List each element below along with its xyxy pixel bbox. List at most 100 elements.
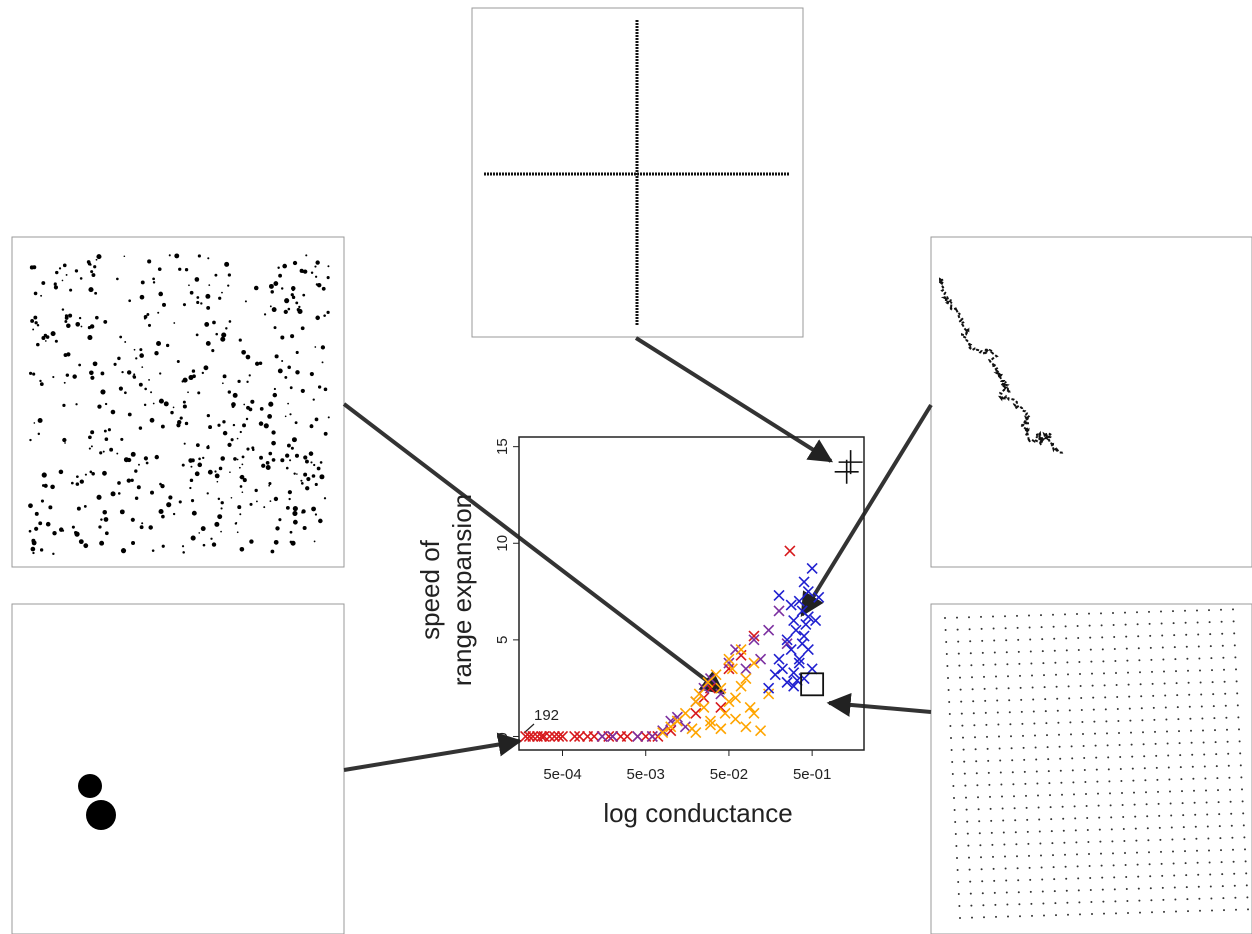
grid-dot: [1151, 670, 1153, 673]
grid-dot: [1175, 682, 1178, 685]
point: [723, 657, 735, 669]
patch: [124, 341, 127, 343]
grid-dot: [1118, 743, 1121, 746]
grid-dot: [1063, 841, 1066, 844]
grid-dot: [1215, 753, 1218, 756]
y-tick-label: 10: [494, 535, 511, 552]
point: [813, 591, 825, 603]
patch: [263, 423, 269, 429]
patch: [211, 349, 215, 353]
grid-dot: [1161, 634, 1164, 637]
grid-dot: [1150, 658, 1153, 661]
grid-dot: [982, 904, 985, 907]
grid-dot: [1125, 647, 1128, 650]
grid-dot: [1127, 911, 1129, 914]
grid-dot: [1007, 915, 1009, 918]
grid-dot: [1005, 879, 1008, 882]
patch: [290, 446, 294, 450]
grid-dot: [1176, 694, 1179, 697]
patch: [104, 402, 108, 406]
grid-dot: [1013, 807, 1016, 810]
patch: [287, 402, 290, 405]
point: [744, 701, 756, 714]
patch: [295, 301, 299, 305]
grid-dot: [1100, 624, 1103, 627]
grid-dot: [1100, 612, 1102, 615]
point: [735, 643, 747, 656]
grid-dot: [1164, 706, 1167, 709]
patch: [189, 290, 194, 295]
patch: [236, 531, 239, 534]
patch: [28, 529, 32, 533]
grid-dot: [969, 880, 972, 883]
grid-dot: [1029, 650, 1032, 653]
patch: [132, 375, 135, 378]
plot-frame: [518, 436, 865, 751]
patch: [274, 354, 279, 359]
patch: [201, 371, 204, 375]
patch: [246, 380, 249, 383]
patch: [268, 482, 272, 486]
patch: [151, 549, 155, 552]
grid-dot: [944, 629, 947, 631]
grid-dot: [1065, 649, 1068, 652]
grid-dot: [1066, 661, 1069, 664]
grid-dot: [1149, 887, 1152, 890]
patch: [182, 551, 185, 554]
grid-dot: [953, 797, 955, 799]
grid-dot: [960, 712, 963, 715]
patch: [76, 506, 81, 511]
patch: [259, 407, 264, 411]
grid-dot: [1218, 825, 1221, 828]
patch: [110, 491, 116, 497]
patch: [119, 335, 123, 339]
grid-dot: [1008, 699, 1011, 702]
grid-dot: [1181, 790, 1183, 793]
grid-dot: [1004, 867, 1007, 870]
patch: [152, 402, 155, 405]
patch: [188, 284, 190, 287]
patch: [188, 375, 194, 381]
patch: [304, 459, 309, 464]
patch: [320, 345, 326, 350]
grid-dot: [1160, 622, 1163, 625]
grid-dot: [981, 892, 984, 895]
grid-dot: [960, 700, 963, 703]
grid-dot: [983, 916, 985, 919]
grid-dot: [966, 820, 969, 823]
grid-dot: [967, 844, 970, 847]
patch: [202, 456, 205, 460]
y-tick-label: 15: [494, 438, 511, 455]
grid-dot: [1053, 878, 1056, 881]
patch: [246, 447, 250, 451]
grid-dot: [994, 903, 997, 906]
grid-dot: [1016, 626, 1019, 629]
point: [793, 595, 805, 607]
point: [800, 618, 812, 630]
grid-dot: [1204, 777, 1207, 780]
patch: [220, 530, 222, 533]
patch: [113, 362, 117, 366]
patch: [130, 517, 135, 522]
patch: [190, 535, 196, 541]
patch: [211, 542, 217, 547]
grid-dot: [1142, 743, 1145, 746]
grid-dot: [1203, 765, 1206, 768]
patch: [90, 375, 95, 380]
patch: [135, 357, 138, 360]
grid-dot: [1214, 729, 1216, 732]
grid-dot: [1052, 625, 1055, 628]
grid-dot: [1222, 656, 1225, 659]
grid-dot: [1000, 783, 1003, 786]
grid-dot: [1040, 626, 1043, 629]
patch: [284, 300, 288, 303]
patch: [250, 399, 255, 404]
patch: [117, 356, 121, 361]
grid-dot: [945, 641, 948, 643]
grid-dot: [1149, 875, 1152, 878]
grid-dot: [1221, 873, 1224, 876]
grid-dot: [1010, 747, 1013, 750]
grid-dot: [1024, 782, 1027, 785]
grid-dot: [1054, 661, 1057, 664]
grid-dot: [969, 640, 972, 643]
